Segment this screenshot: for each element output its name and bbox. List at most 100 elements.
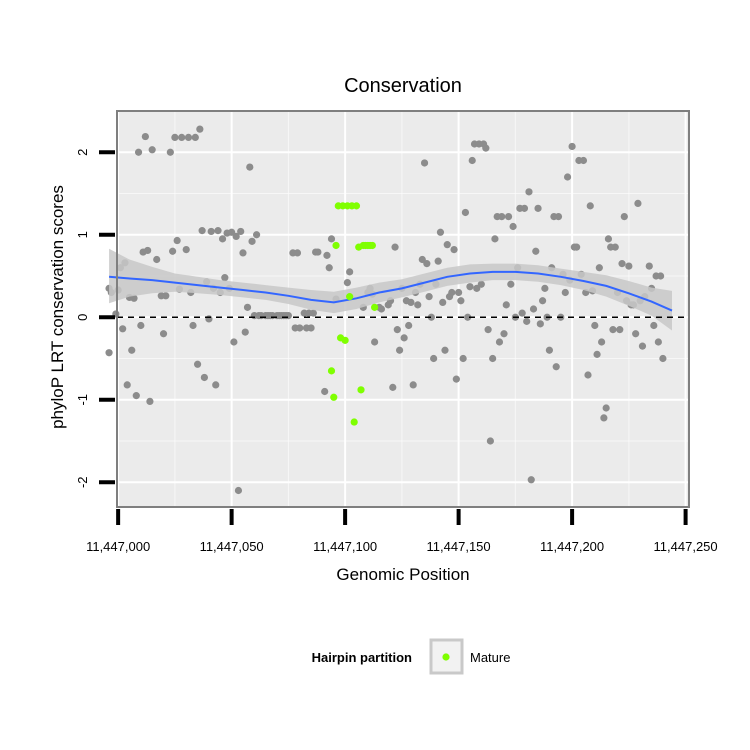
data-point	[248, 237, 256, 245]
data-point	[520, 204, 529, 212]
y-tick-label: 1	[75, 231, 90, 238]
data-point	[489, 354, 497, 363]
data-point	[405, 321, 413, 330]
x-tick-label: 11,447,200	[540, 539, 604, 554]
data-point	[119, 325, 127, 333]
data-point	[200, 373, 208, 382]
data-point	[573, 243, 581, 251]
data-point	[218, 235, 227, 243]
data-point	[284, 312, 292, 320]
data-point	[189, 321, 197, 330]
data-point	[523, 317, 531, 325]
data-point	[525, 188, 533, 196]
data-point	[321, 387, 329, 396]
data-point	[144, 246, 152, 255]
mature-point	[371, 303, 379, 311]
y-tick-label: 0	[75, 314, 90, 321]
data-point	[166, 148, 174, 156]
data-point	[207, 227, 215, 236]
data-point	[468, 156, 476, 165]
data-point	[568, 142, 576, 151]
data-point	[504, 213, 513, 221]
data-point	[196, 125, 204, 133]
mature-point	[346, 293, 354, 301]
data-point	[252, 231, 261, 239]
data-point	[448, 288, 456, 297]
data-point	[609, 326, 617, 334]
data-point	[618, 260, 626, 268]
data-point	[518, 309, 526, 317]
data-point	[598, 338, 606, 346]
data-point	[407, 298, 415, 306]
data-point	[502, 301, 510, 309]
data-point	[529, 305, 538, 313]
chart-title: Conservation	[344, 75, 462, 97]
y-tick-label: -2	[75, 476, 90, 488]
panel-background	[117, 111, 689, 507]
data-point	[443, 241, 451, 249]
data-point	[234, 486, 243, 495]
x-tick-label: 11,447,050	[200, 539, 264, 554]
data-point	[395, 346, 404, 354]
data-point	[178, 133, 186, 141]
data-point	[584, 371, 592, 379]
data-point	[604, 235, 613, 243]
data-point	[486, 437, 494, 445]
data-point	[237, 227, 245, 236]
data-point	[552, 363, 560, 371]
data-point	[430, 354, 438, 363]
data-point	[346, 268, 354, 276]
data-point	[205, 315, 213, 323]
data-point	[500, 330, 508, 338]
data-point	[600, 414, 608, 422]
data-point	[450, 246, 458, 254]
data-point	[400, 334, 408, 342]
data-point	[241, 328, 249, 336]
data-point	[659, 354, 667, 363]
data-point	[491, 235, 499, 243]
data-point	[128, 346, 136, 354]
data-point	[586, 202, 594, 210]
mature-point	[341, 336, 349, 344]
data-point	[193, 360, 202, 368]
data-point	[464, 313, 472, 321]
data-point	[466, 283, 474, 291]
data-point	[293, 249, 302, 257]
x-tick-label: 11,447,150	[427, 539, 491, 554]
data-point	[441, 346, 449, 354]
data-point	[314, 248, 322, 256]
data-point	[307, 324, 315, 332]
data-point	[498, 213, 506, 221]
data-point	[434, 257, 442, 265]
legend: Hairpin partition Mature	[312, 638, 510, 675]
data-point	[423, 260, 431, 268]
data-point	[184, 133, 193, 141]
data-point	[239, 249, 247, 257]
data-point	[371, 338, 379, 346]
x-tick-label: 11,447,100	[313, 539, 377, 554]
data-point	[198, 227, 206, 235]
x-tick-label: 11,447,000	[86, 539, 150, 554]
data-point	[545, 346, 554, 354]
data-point	[323, 251, 331, 259]
data-point	[169, 247, 177, 255]
mature-point	[332, 241, 340, 250]
mature-point	[352, 202, 361, 210]
data-point	[457, 297, 465, 305]
data-point	[591, 321, 599, 330]
data-point	[477, 280, 485, 288]
data-point	[130, 294, 138, 302]
data-point	[377, 305, 386, 313]
plot-panel	[105, 110, 690, 508]
data-point	[153, 255, 161, 264]
data-point	[123, 381, 131, 389]
data-point	[146, 397, 154, 405]
legend-mature-marker	[442, 653, 450, 661]
x-tick-label: 11,447,250	[654, 539, 718, 554]
data-point	[162, 292, 170, 300]
data-point	[212, 381, 220, 389]
data-point	[593, 350, 601, 358]
data-point	[389, 383, 397, 391]
data-point	[602, 404, 610, 412]
data-point	[563, 173, 572, 181]
